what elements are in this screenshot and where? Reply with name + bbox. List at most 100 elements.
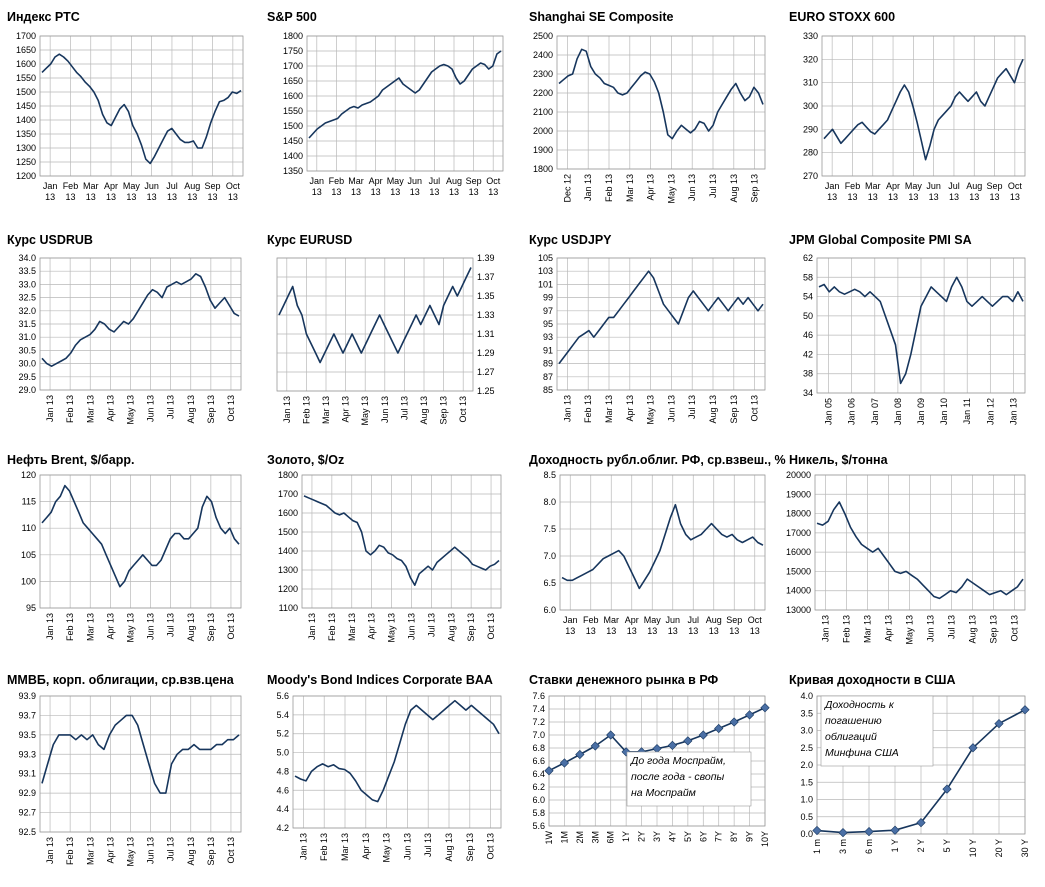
chart-6-ytick-label: 1.31 <box>477 329 495 339</box>
chart-14-xtick-label: May 13 <box>382 833 392 863</box>
chart-7-xtick-label: Feb 13 <box>583 395 593 423</box>
chart-6-title: Курс EURUSD <box>267 233 352 247</box>
chart-16-ytick-label: 1.5 <box>800 777 813 787</box>
chart-10-xtick-label: Jun 13 <box>406 613 416 640</box>
chart-16-xtick-label: 30 Y <box>1020 839 1030 857</box>
chart-14-series-line <box>294 699 500 803</box>
chart-1-ytick-label: 1300 <box>16 143 36 153</box>
chart-11-ytick-label: 7.5 <box>543 524 556 534</box>
chart-16-ytick-label: 4.0 <box>800 691 813 701</box>
chart-14-svg: Moody's Bond Indices Corporate BAA 4.2 4.4… <box>267 673 502 863</box>
chart-11-xtick-label: Oct 13 <box>748 615 763 636</box>
chart-8-ytick-label: 54 <box>803 292 813 302</box>
chart-11-xtick-label: Mar 13 <box>604 615 620 636</box>
chart-13-xtick-label: Apr 13 <box>105 837 115 864</box>
chart-13-title: ММВБ, корп. облигации, ср.взв.цена <box>7 673 235 687</box>
chart-16-point <box>812 825 822 836</box>
chart-16-xtick-label: 1 Y <box>890 839 900 852</box>
chart-1-xtick-label: Jul 13 <box>166 181 178 202</box>
chart-10-svg: Золото, $/Oz 1100 1200 1300 1400 1500 1600 1700… <box>267 453 502 643</box>
chart-10-panel: Золото, $/Oz 1100 1200 1300 1400 1500 1600 1700… <box>265 448 517 660</box>
chart-7-series-line <box>558 270 764 365</box>
chart-7-ytick-label: 103 <box>538 266 553 276</box>
chart-10-ytick-label: 1500 <box>278 527 298 537</box>
chart-14-xtick-label: Jun 13 <box>402 833 412 860</box>
chart-4-ytick-label: 330 <box>803 31 818 41</box>
chart-2-xtick-label: Aug 13 <box>446 176 462 197</box>
chart-1-ytick-label: 1250 <box>16 157 36 167</box>
chart-15-note-line: на Моспрайм <box>631 787 696 799</box>
chart-6-ytick-label: 1.39 <box>477 253 495 263</box>
chart-11-ytick-label: 8.5 <box>543 470 556 480</box>
chart-14-xtick-label: Mar 13 <box>340 833 350 861</box>
chart-15-panel: Ставки денежного рынка в РФ 5.6 5.8 6.0 6.2 6… <box>527 668 779 880</box>
chart-6-xtick-label: Feb 13 <box>301 396 311 424</box>
chart-16-xtick-label: 1 m <box>812 839 822 854</box>
chart-7-xtick-label: May 13 <box>646 395 656 425</box>
chart-1-xtick-label: Jun 13 <box>144 181 159 202</box>
chart-16-xtick-label: 6 m <box>864 839 874 854</box>
chart-15-xtick-label: 1M <box>559 831 569 844</box>
chart-13-xtick-label: Oct 13 <box>226 837 236 864</box>
chart-2-xtick-label: Jun 13 <box>408 176 423 197</box>
chart-3-ytick-label: 2500 <box>533 31 553 41</box>
chart-13-plot-frame <box>39 695 242 833</box>
chart-2-ytick-label: 1700 <box>283 61 303 71</box>
chart-14-panel: Moody's Bond Indices Corporate BAA 4.2 4.4… <box>265 668 517 880</box>
chart-6-xtick-label: Jan 13 <box>282 396 292 423</box>
chart-12-ytick-label: 19000 <box>786 489 811 499</box>
chart-16-point <box>1020 705 1030 715</box>
chart-15-xtick-label: 8Y <box>729 831 739 842</box>
chart-16-point <box>916 817 926 828</box>
chart-12-title: Никель, $/тонна <box>789 453 889 467</box>
chart-10-xtick-label: Jul 13 <box>426 613 436 637</box>
chart-2-svg: S&P 500 1350 1400 1450 1500 1550 1600 1650 1700 1… <box>267 10 504 197</box>
chart-14-ytick-label: 5.6 <box>276 691 289 701</box>
chart-11-xtick-label: Sep 13 <box>726 615 742 636</box>
chart-1-xtick-label: Apr 13 <box>104 181 118 202</box>
chart-12-xtick-label: Apr 13 <box>884 615 894 642</box>
chart-15-point <box>590 741 600 751</box>
chart-13-xtick-label: Feb 13 <box>65 837 75 865</box>
chart-15-ytick-label: 6.8 <box>532 743 545 753</box>
chart-4-xtick-label: Jul 13 <box>948 181 960 202</box>
chart-1-ytick-label: 1500 <box>16 87 36 97</box>
chart-5-xtick-label: Mar 13 <box>85 395 95 423</box>
chart-3-ytick-label: 2400 <box>533 50 553 60</box>
chart-15-point <box>714 723 724 734</box>
chart-8-xtick-label: Jan 12 <box>985 398 995 425</box>
chart-15-ytick-label: 7.2 <box>532 717 545 727</box>
chart-12-xtick-label: May 13 <box>905 615 915 645</box>
chart-5-ytick-label: 34.0 <box>18 253 36 263</box>
chart-1-ytick-label: 1400 <box>16 115 36 125</box>
chart-13-series-line <box>41 714 240 794</box>
chart-16-xtick-label: 10 Y <box>968 839 978 857</box>
chart-2-xtick-label: Oct 13 <box>486 176 501 197</box>
chart-16-point <box>942 784 952 794</box>
chart-13-panel: ММВБ, корп. облигации, ср.взв.цена 92.5 92… <box>5 668 257 880</box>
chart-7-ytick-label: 105 <box>538 253 553 263</box>
chart-15-point <box>698 730 708 740</box>
chart-15-xtick-label: 6M <box>606 831 616 844</box>
chart-2-title: S&P 500 <box>267 10 317 24</box>
chart-12-ytick-label: 20000 <box>786 470 811 480</box>
chart-12-xtick-label: Sep 13 <box>989 615 999 644</box>
chart-14-ytick-label: 5.4 <box>276 710 289 720</box>
chart-13-ytick-label: 92.5 <box>18 827 36 837</box>
chart-14-ytick-label: 5.0 <box>276 748 289 758</box>
chart-3-svg: Shanghai SE Composite 1800 1900 2000 2100 220… <box>529 10 766 204</box>
chart-11-series-line <box>561 503 764 590</box>
chart-16-ytick-label: 0.5 <box>800 812 813 822</box>
chart-6-xtick-label: Sep 13 <box>439 396 449 425</box>
chart-13-svg: ММВБ, корп. облигации, ср.взв.цена 92.5 92… <box>7 673 242 867</box>
chart-11-panel: Доходность рубл.облиг. РФ, ср.взвеш., % 6… <box>527 448 786 660</box>
chart-15-xtick-label: 3M <box>590 831 600 844</box>
chart-4-xtick-label: Aug 13 <box>966 181 982 202</box>
chart-15-xtick-label: 2M <box>575 831 585 844</box>
chart-6-ytick-label: 1.27 <box>477 367 495 377</box>
chart-5-svg: Курс USDRUB 29.0 29.5 30.0 30.5 31.0 31.5 32.0 3… <box>7 233 242 425</box>
chart-16-svg: Кривая доходности в США 0.0 0.5 1.0 1.5 2.0 2.… <box>789 673 1030 857</box>
chart-5-ytick-label: 33.5 <box>18 266 36 276</box>
chart-6-xtick-label: Mar 13 <box>321 396 331 424</box>
chart-4-xtick-label: Oct 13 <box>1008 181 1023 202</box>
